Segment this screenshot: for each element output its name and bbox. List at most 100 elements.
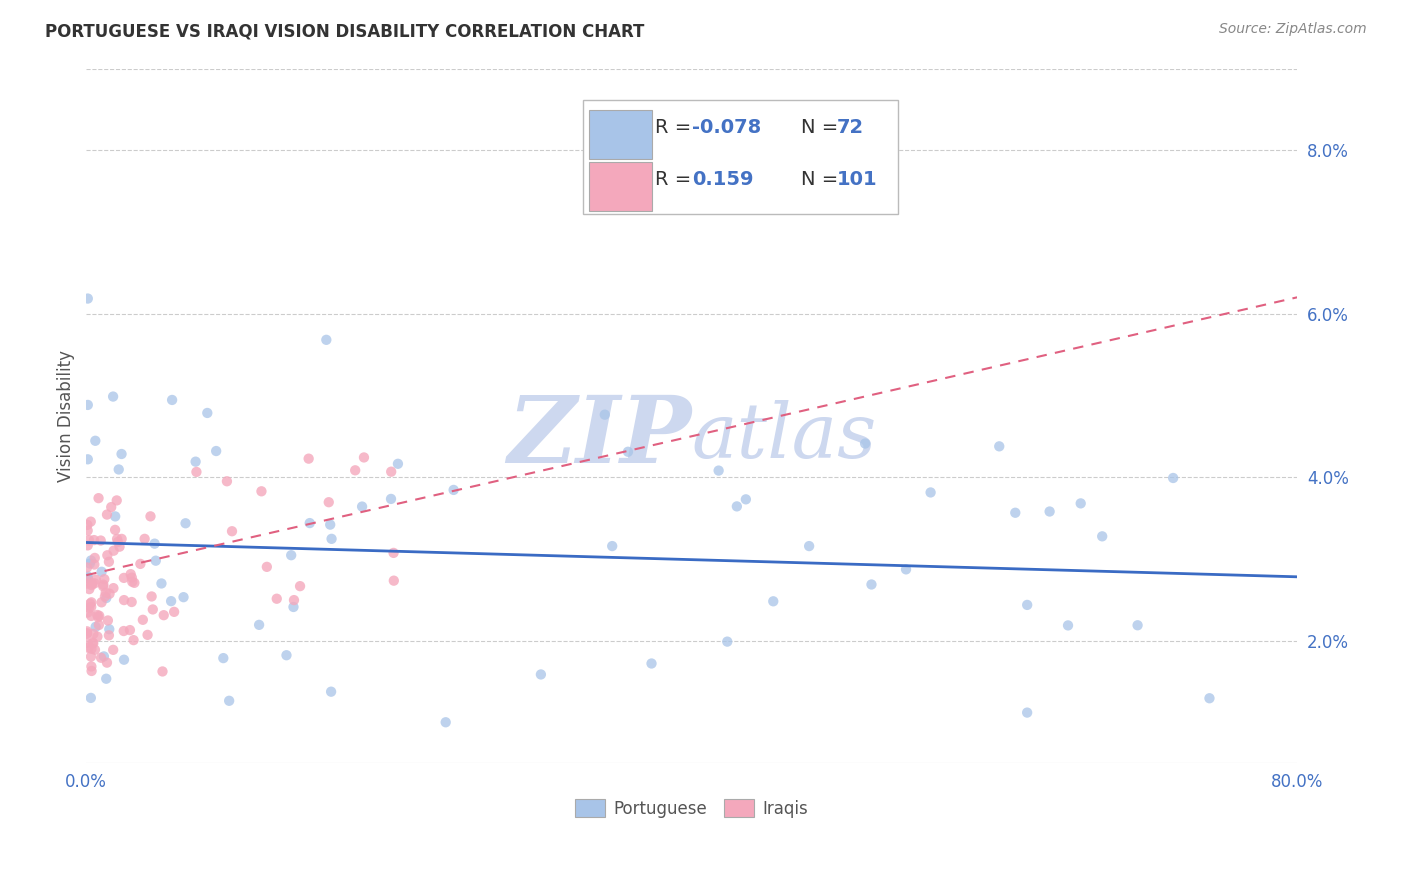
Point <box>105 532 128 546</box>
Point <box>80 649 103 664</box>
Point <box>84 642 107 657</box>
Point <box>380 465 402 479</box>
Point <box>97 555 120 569</box>
Point <box>352 500 374 514</box>
Point <box>83 533 105 547</box>
Point <box>98 622 121 636</box>
Point <box>86 607 108 622</box>
Point <box>89 608 111 623</box>
Point <box>80 578 103 592</box>
Point <box>80 690 103 705</box>
Text: 101: 101 <box>837 170 877 189</box>
Point <box>120 567 142 582</box>
Point <box>76 624 98 639</box>
Point <box>145 554 167 568</box>
Point <box>173 590 195 604</box>
Point <box>118 623 141 637</box>
Point <box>1017 598 1039 612</box>
Point <box>96 656 118 670</box>
Text: atlas: atlas <box>692 400 877 474</box>
Point <box>98 587 121 601</box>
Point <box>283 593 305 607</box>
Point <box>97 614 120 628</box>
Point <box>894 562 917 576</box>
Point <box>734 492 756 507</box>
Point <box>256 559 278 574</box>
Point <box>920 485 942 500</box>
Point <box>247 618 270 632</box>
Point <box>762 594 785 608</box>
Text: 72: 72 <box>837 118 865 137</box>
Point <box>104 523 127 537</box>
Point <box>112 593 135 607</box>
Point <box>90 565 112 579</box>
Point <box>80 595 103 609</box>
Point <box>84 434 107 448</box>
Point <box>853 436 876 450</box>
Point <box>112 624 135 638</box>
Point <box>105 493 128 508</box>
Point <box>93 577 115 591</box>
Point <box>353 450 375 465</box>
Point <box>87 610 110 624</box>
Point <box>82 576 104 591</box>
Point <box>82 635 104 649</box>
Point <box>152 665 174 679</box>
Point <box>163 605 186 619</box>
Point <box>76 626 98 640</box>
Point <box>103 581 125 595</box>
Point <box>76 524 98 538</box>
Point <box>380 491 402 506</box>
Point <box>212 651 235 665</box>
Point <box>132 613 155 627</box>
Point <box>76 398 98 412</box>
Point <box>77 600 100 615</box>
Point <box>91 579 114 593</box>
Legend: Portuguese, Iraqis: Portuguese, Iraqis <box>568 793 815 824</box>
Point <box>318 495 340 509</box>
Point <box>90 595 112 609</box>
Point <box>80 515 103 529</box>
Point <box>1161 471 1184 485</box>
Point <box>640 657 662 671</box>
Point <box>716 634 738 648</box>
Point <box>96 591 118 605</box>
Point <box>101 643 124 657</box>
Point <box>387 457 409 471</box>
Point <box>76 292 98 306</box>
Point <box>988 439 1011 453</box>
Y-axis label: Vision Disability: Vision Disability <box>58 350 75 482</box>
Point <box>707 464 730 478</box>
Point <box>96 508 118 522</box>
Point <box>80 609 103 624</box>
Point <box>76 569 98 583</box>
Text: Source: ZipAtlas.com: Source: ZipAtlas.com <box>1219 22 1367 37</box>
Point <box>84 573 107 587</box>
Point <box>266 591 288 606</box>
Text: 0.159: 0.159 <box>692 170 754 189</box>
Point <box>617 444 640 458</box>
Point <box>76 571 98 585</box>
Point <box>80 553 103 567</box>
Point <box>90 533 112 548</box>
Point <box>80 659 103 673</box>
Point <box>443 483 465 497</box>
Point <box>221 524 243 539</box>
Point <box>79 557 101 571</box>
Point <box>186 465 208 479</box>
Point <box>134 532 156 546</box>
Point <box>107 462 129 476</box>
Point <box>1057 618 1080 632</box>
Point <box>83 576 105 591</box>
Point <box>143 536 166 550</box>
Point <box>288 579 311 593</box>
Point <box>80 641 103 656</box>
Point <box>121 574 143 589</box>
Point <box>107 535 129 549</box>
Point <box>90 650 112 665</box>
Point <box>87 491 110 505</box>
Point <box>121 571 143 585</box>
Point <box>82 627 104 641</box>
Point <box>80 599 103 614</box>
Text: ZIP: ZIP <box>508 392 692 482</box>
